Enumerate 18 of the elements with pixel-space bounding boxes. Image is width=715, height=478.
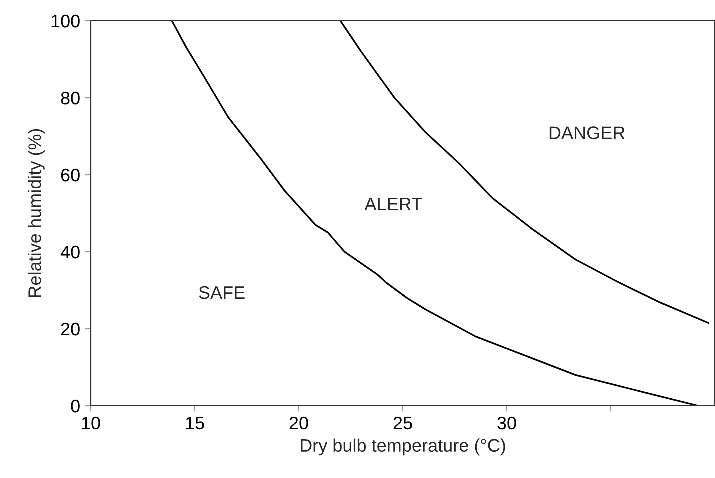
y-tick-label: 40: [60, 246, 80, 259]
y-tick-label: 80: [61, 92, 80, 105]
line-series: [340, 21, 710, 324]
x-tick-label: 20: [290, 416, 308, 430]
line-series: [171, 21, 700, 406]
annotation: ALERT: [364, 198, 422, 210]
x-tick-label: 10: [82, 416, 100, 430]
y-tick-label: 100: [52, 14, 80, 28]
annotation: SAFE: [199, 286, 245, 300]
y-tick-label: 20: [61, 322, 80, 336]
y-axis-title: Relative humidity (%): [28, 129, 45, 298]
x-tick-label: 25: [394, 416, 412, 430]
x-axis-title: Dry bulb temperature (°C): [301, 438, 506, 456]
y-tick-label: 60: [61, 168, 80, 182]
x-tick-label: 30: [498, 416, 516, 430]
annotation: DANGER: [550, 126, 625, 140]
y-tick-label: 0: [71, 400, 80, 413]
x-tick-label: 15: [186, 417, 204, 430]
